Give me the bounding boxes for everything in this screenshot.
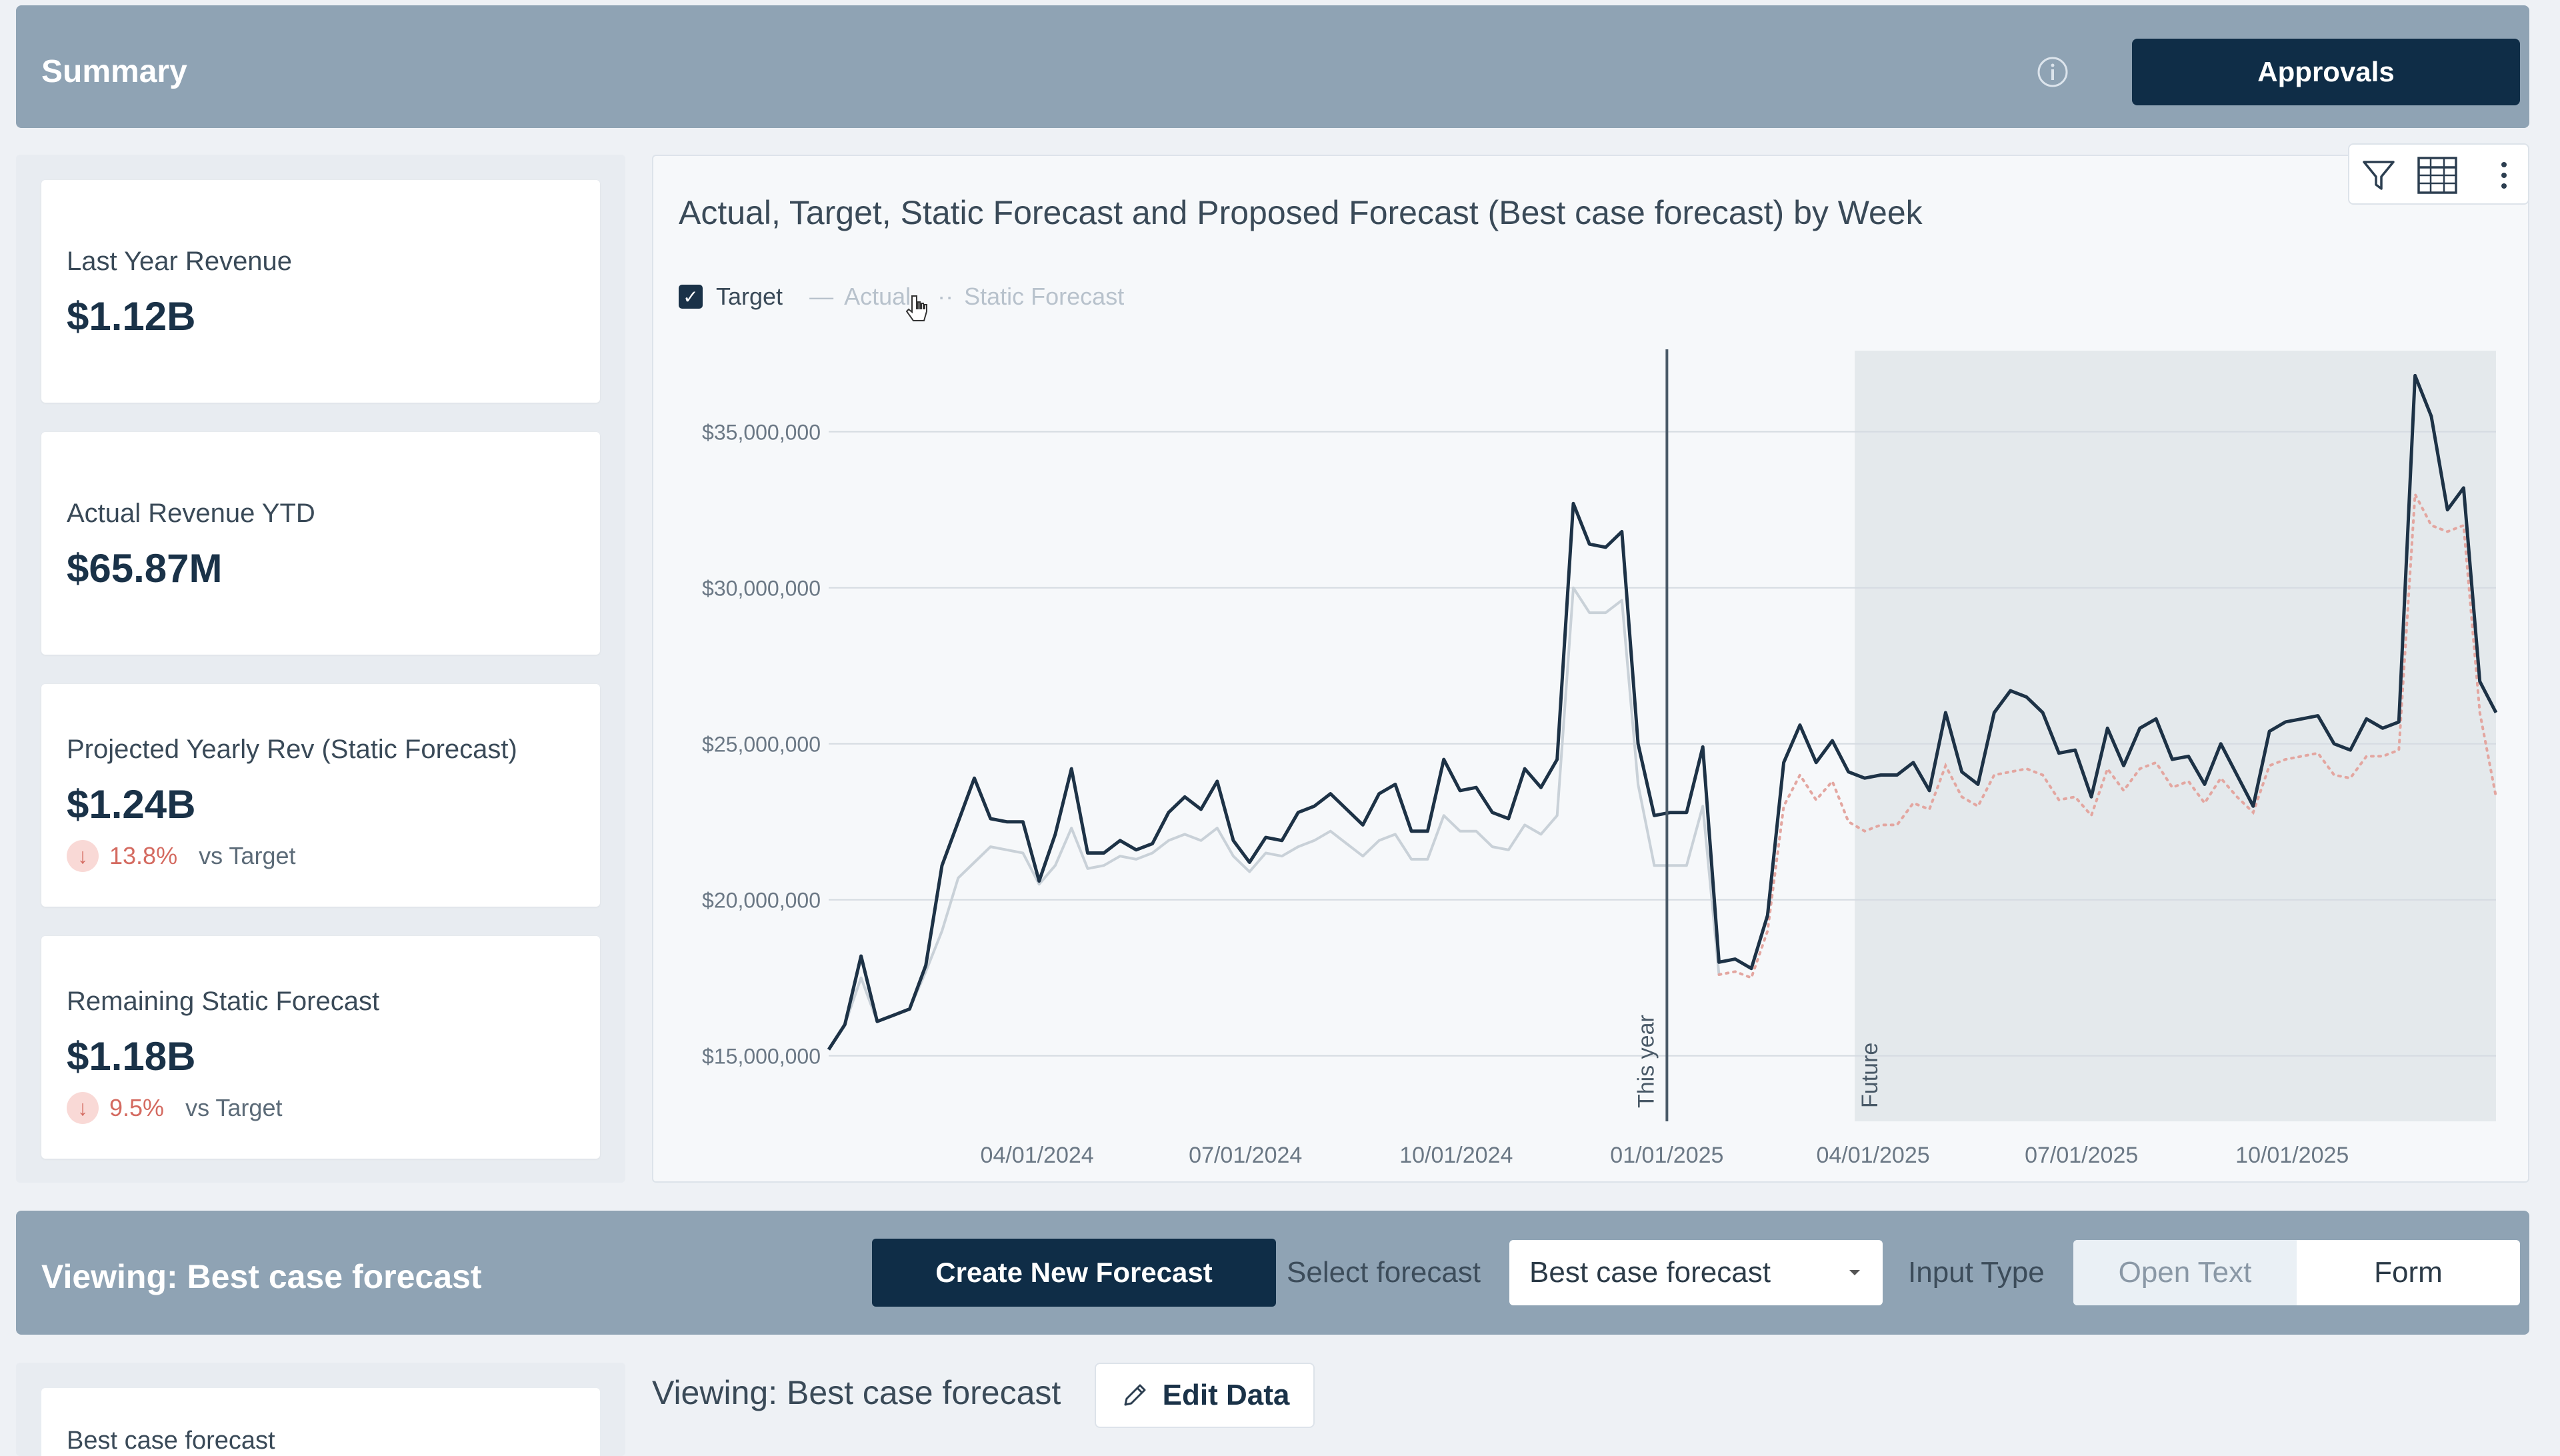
- pencil-icon: [1124, 1384, 1146, 1406]
- input-type-toggle: Open Text Form: [2073, 1240, 2520, 1305]
- forecast-card[interactable]: Best case forecast: [41, 1388, 600, 1456]
- filter-icon[interactable]: [2360, 157, 2397, 194]
- chart-legend: ✓ Target — Actual ·· Static Forecast: [679, 267, 1124, 327]
- viewing-bar: Viewing: Best case forecast Create New F…: [16, 1211, 2529, 1335]
- arrow-down-icon: ↓: [67, 840, 99, 872]
- series-line-static-forecast: [1717, 489, 2497, 980]
- viewing-title: Viewing: Best case forecast: [41, 1258, 482, 1295]
- more-vertical-icon[interactable]: [2491, 157, 2517, 194]
- legend-static-marker: ··: [937, 283, 954, 310]
- chart-title: Actual, Target, Static Forecast and Prop…: [679, 194, 1923, 231]
- table-icon[interactable]: [2416, 155, 2459, 195]
- y-tick-label: $20,000,000: [702, 889, 821, 913]
- edit-data-button[interactable]: Edit Data: [1095, 1363, 1315, 1428]
- kpi-value: $1.12B: [67, 294, 196, 339]
- forecast-card-label: Best case forecast: [67, 1427, 275, 1455]
- series-line-actual: [829, 588, 1751, 1050]
- select-forecast-label: Select forecast: [1287, 1256, 1481, 1289]
- cursor-hand-icon: [905, 295, 928, 321]
- kpi-card-actual-revenue-ytd: Actual Revenue YTD $65.87M: [41, 432, 600, 655]
- arrow-down-icon: ↓: [67, 1092, 99, 1124]
- forecast-list-panel: Best case forecast: [16, 1363, 625, 1456]
- delta-percent: 9.5%: [109, 1094, 165, 1121]
- edit-data-label: Edit Data: [1162, 1379, 1290, 1411]
- kpi-value: $65.87M: [67, 546, 223, 591]
- toggle-open-text[interactable]: Open Text: [2073, 1240, 2297, 1305]
- legend-target[interactable]: Target: [716, 283, 783, 310]
- y-tick-label: $35,000,000: [702, 421, 821, 445]
- kpi-card-remaining-static-forecast: Remaining Static Forecast $1.18B ↓ 9.5% …: [41, 936, 600, 1159]
- delta-percent: 13.8%: [109, 842, 178, 869]
- series-line-target: [827, 373, 2498, 1051]
- legend-static[interactable]: Static Forecast: [964, 283, 1125, 310]
- input-type-label: Input Type: [1908, 1256, 2045, 1289]
- x-tick-label: 04/01/2024: [981, 1143, 1094, 1168]
- x-tick-label: 07/01/2024: [1189, 1143, 1302, 1168]
- x-tick-label: 10/01/2025: [2235, 1143, 2349, 1168]
- kpi-delta: ↓ 9.5% vs Target: [67, 1092, 282, 1124]
- toggle-form[interactable]: Form: [2374, 1256, 2443, 1289]
- viewing-label: Viewing: Best case forecast: [652, 1374, 1061, 1411]
- y-tick-label: $15,000,000: [702, 1045, 821, 1069]
- kpi-value: $1.18B: [67, 1034, 196, 1079]
- kpi-panel: Last Year Revenue $1.12B Actual Revenue …: [16, 155, 625, 1183]
- legend-actual[interactable]: Actual: [844, 283, 911, 310]
- kpi-delta: ↓ 13.8% vs Target: [67, 840, 295, 872]
- revenue-line-chart: $15,000,000 $20,000,000 $25,000,000 $30,000…: [702, 349, 2498, 1168]
- forecast-select[interactable]: Best case forecast: [1509, 1240, 1883, 1305]
- kpi-value: $1.24B: [67, 782, 196, 827]
- info-icon[interactable]: [2036, 55, 2069, 89]
- delta-text: vs Target: [185, 1094, 283, 1121]
- kpi-label: Actual Revenue YTD: [67, 499, 315, 528]
- this-year-label: This year: [1633, 1015, 1659, 1108]
- y-tick-label: $30,000,000: [702, 577, 821, 601]
- kpi-card-projected-yearly-rev: Projected Yearly Rev (Static Forecast) $…: [41, 684, 600, 907]
- delta-text: vs Target: [199, 842, 296, 869]
- y-tick-label: $25,000,000: [702, 733, 821, 757]
- x-tick-label: 07/01/2025: [2025, 1143, 2138, 1168]
- checkbox-checked-icon[interactable]: ✓: [679, 285, 703, 309]
- x-tick-label: 10/01/2024: [1399, 1143, 1513, 1168]
- x-tick-label: 04/01/2025: [1816, 1143, 1929, 1168]
- summary-header: Summary Approvals: [16, 5, 2529, 128]
- future-region: [1855, 351, 2496, 1121]
- create-new-forecast-button[interactable]: Create New Forecast: [872, 1239, 1276, 1307]
- kpi-label: Remaining Static Forecast: [67, 987, 380, 1016]
- forecast-select-value: Best case forecast: [1529, 1256, 1771, 1289]
- page-title: Summary: [41, 54, 187, 89]
- approvals-button[interactable]: Approvals: [2132, 39, 2520, 105]
- dropdown-caret-icon: [1849, 1270, 1860, 1275]
- legend-actual-marker: —: [809, 283, 834, 310]
- kpi-label: Projected Yearly Rev (Static Forecast): [67, 735, 517, 764]
- x-tick-label: 01/01/2025: [1610, 1143, 1723, 1168]
- kpi-label: Last Year Revenue: [67, 247, 293, 276]
- kpi-card-last-year-revenue: Last Year Revenue $1.12B: [41, 180, 600, 403]
- chart-toolbar: [2348, 143, 2529, 205]
- future-label: Future: [1857, 1043, 1883, 1108]
